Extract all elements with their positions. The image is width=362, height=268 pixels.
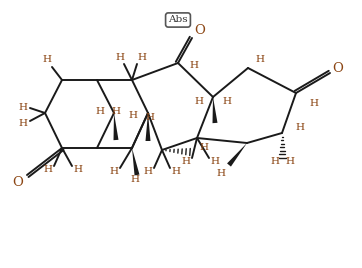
Text: H: H — [146, 113, 155, 121]
Text: H: H — [310, 99, 319, 107]
Text: H: H — [143, 168, 152, 177]
Text: H: H — [129, 111, 138, 121]
Polygon shape — [146, 113, 151, 141]
Text: H: H — [130, 176, 139, 184]
Text: H: H — [286, 157, 295, 166]
Text: H: H — [115, 54, 125, 62]
Text: H: H — [189, 61, 198, 70]
Text: H: H — [18, 118, 28, 128]
Text: H: H — [138, 54, 147, 62]
Polygon shape — [227, 143, 247, 167]
Text: H: H — [42, 55, 51, 65]
Text: H: H — [295, 124, 304, 132]
Polygon shape — [212, 97, 218, 123]
Polygon shape — [132, 148, 139, 176]
Text: H: H — [270, 157, 279, 166]
Text: H: H — [216, 169, 226, 177]
Text: O: O — [333, 61, 344, 75]
Text: H: H — [73, 166, 83, 174]
Text: H: H — [172, 168, 181, 177]
Text: O: O — [194, 24, 206, 38]
Text: H: H — [96, 107, 105, 117]
Polygon shape — [114, 113, 118, 140]
Text: H: H — [18, 103, 28, 113]
Text: H: H — [111, 106, 121, 116]
Text: H: H — [210, 158, 219, 166]
Text: H: H — [256, 55, 265, 65]
Text: H: H — [109, 168, 118, 177]
Text: H: H — [43, 166, 52, 174]
Text: H: H — [181, 158, 190, 166]
Text: H: H — [199, 143, 209, 152]
Text: Abs: Abs — [168, 16, 188, 24]
Text: H: H — [194, 98, 203, 106]
Text: H: H — [223, 98, 232, 106]
Text: O: O — [13, 177, 24, 189]
